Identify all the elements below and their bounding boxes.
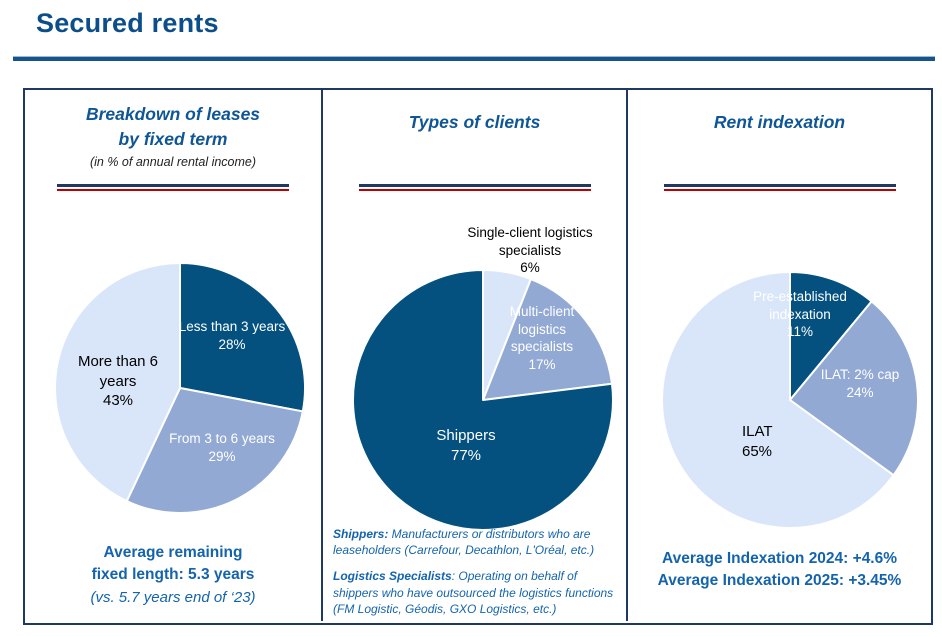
pie-label-text: From 3 to 6 years <box>169 431 275 446</box>
pie-label-multi-client: Multi-client logistics specialists 17% <box>487 303 597 373</box>
separator-red-line <box>358 189 591 191</box>
pie-label-ilat-2pct-cap: ILAT: 2% cap 24% <box>795 366 925 401</box>
pie-slice-pre-established-indexation <box>789 271 873 401</box>
header-separator <box>663 184 896 191</box>
footer-bold-line: Average remaining <box>103 544 243 561</box>
client-type-definitions: Shippers: Manufacturers or distributors … <box>333 526 618 627</box>
pie-label-shippers: Shippers 77% <box>406 426 526 465</box>
pie-label-text: ILAT: 2% cap <box>820 367 900 382</box>
pie-slice-shippers <box>352 269 614 531</box>
pie-label-more-than-6-years: More than 6 years 43% <box>63 352 173 411</box>
footnote-shippers: Shippers: Manufacturers or distributors … <box>333 526 618 558</box>
panel-title-line: Rent indexation <box>713 112 846 132</box>
panel-title-line: Types of clients <box>408 112 541 132</box>
pie-label-pct: 24% <box>846 384 874 400</box>
separator-red-line <box>57 189 289 191</box>
footnote-text: : Operating on behalf of shippers who ha… <box>333 569 614 616</box>
page-title: Secured rents <box>36 8 219 38</box>
panel-title-line: by fixed term <box>118 129 228 150</box>
pie-slice-ilat-2-cap <box>789 300 919 477</box>
pie-label-pct: 29% <box>208 448 236 464</box>
title-underline <box>13 56 935 61</box>
panel-lease-breakdown-header: Breakdown of leases by fixed term (in % … <box>25 102 321 169</box>
pie-label-pct: 43% <box>102 392 134 409</box>
panel-title-line: Breakdown of leases <box>85 104 261 124</box>
panels-container: Breakdown of leases by fixed term (in % … <box>23 88 933 625</box>
footer-italic-line: (vs. 5.7 years end of ‘23) <box>90 588 256 606</box>
pie-label-text: Single-client logistics specialists <box>467 225 593 258</box>
pie-slice-multi-client-logistics-specialists <box>482 278 613 401</box>
pie-label-pct: 28% <box>218 336 246 352</box>
separator-navy-line <box>57 184 289 187</box>
separator-red-line <box>663 189 896 191</box>
footnote-term: Logistics Specialists <box>333 569 452 584</box>
panel-rent-indexation-header: Rent indexation <box>628 110 931 135</box>
pie-slice-from-3-to-6-years <box>125 387 304 514</box>
pie-label-ilat: ILAT 65% <box>742 422 832 461</box>
pie-label-pct: 11% <box>786 324 814 340</box>
pie-label-single-client: Single-client logistics specialists 6% <box>440 224 620 277</box>
panel-subtitle: (in % of annual rental income) <box>89 154 257 169</box>
pie-slice-ilat <box>661 271 895 529</box>
panel-client-types: Types of clients Single-client logistics… <box>321 90 628 621</box>
pie-label-pct: 17% <box>528 356 556 372</box>
footnote-text: Manufacturers or distributors who are le… <box>333 527 595 558</box>
panel-rent-indexation: Rent indexation Pre-established indexati… <box>628 90 931 621</box>
footer-bold-line: fixed length: 5.3 years <box>91 566 255 584</box>
pie-label-text: More than 6 years <box>77 353 159 390</box>
pie-slice-less-than-3-years <box>179 262 306 413</box>
pie-label-less-than-3-years: Less than 3 years 28% <box>152 318 312 353</box>
panel-lease-breakdown: Breakdown of leases by fixed term (in % … <box>25 90 321 621</box>
separator-navy-line <box>358 184 591 187</box>
panel-client-types-header: Types of clients <box>323 110 626 135</box>
pie-label-text: Less than 3 years <box>178 319 286 334</box>
separator-navy-line <box>663 184 896 187</box>
footer-bold-line: Average Indexation 2025: +3.45% <box>657 572 902 590</box>
pie-label-text: Shippers <box>436 427 496 444</box>
pie-label-pct: 6% <box>520 260 540 276</box>
header-separator <box>57 184 289 191</box>
avg-remaining-length-note: Average remaining fixed length: 5.3 year… <box>25 542 321 609</box>
pie-chart-rent-indexation <box>661 271 919 529</box>
pie-label-from-3-to-6-years: From 3 to 6 years 29% <box>137 430 307 465</box>
footnote-term: Shippers: <box>333 527 389 541</box>
pie-label-text: ILAT <box>742 423 773 440</box>
pie-slice-more-than-6-years <box>54 262 181 503</box>
header-separator <box>358 184 591 191</box>
pie-label-pre-established: Pre-established indexation 11% <box>725 288 875 341</box>
avg-indexation-note: Average Indexation 2024: +4.6% Average I… <box>628 548 931 593</box>
pie-chart-lease-term <box>54 262 306 514</box>
pie-label-pct: 77% <box>450 446 482 464</box>
pie-label-pct: 65% <box>742 442 773 460</box>
footer-bold-line: Average Indexation 2024: +4.6% <box>661 550 898 567</box>
pie-label-text: Pre-established indexation <box>753 289 847 322</box>
pie-label-text: Multi-client logistics specialists <box>509 304 575 355</box>
pie-chart-client-types <box>352 269 614 531</box>
footnote-logistics-specialists: Logistics Specialists: Operating on beha… <box>333 568 618 617</box>
